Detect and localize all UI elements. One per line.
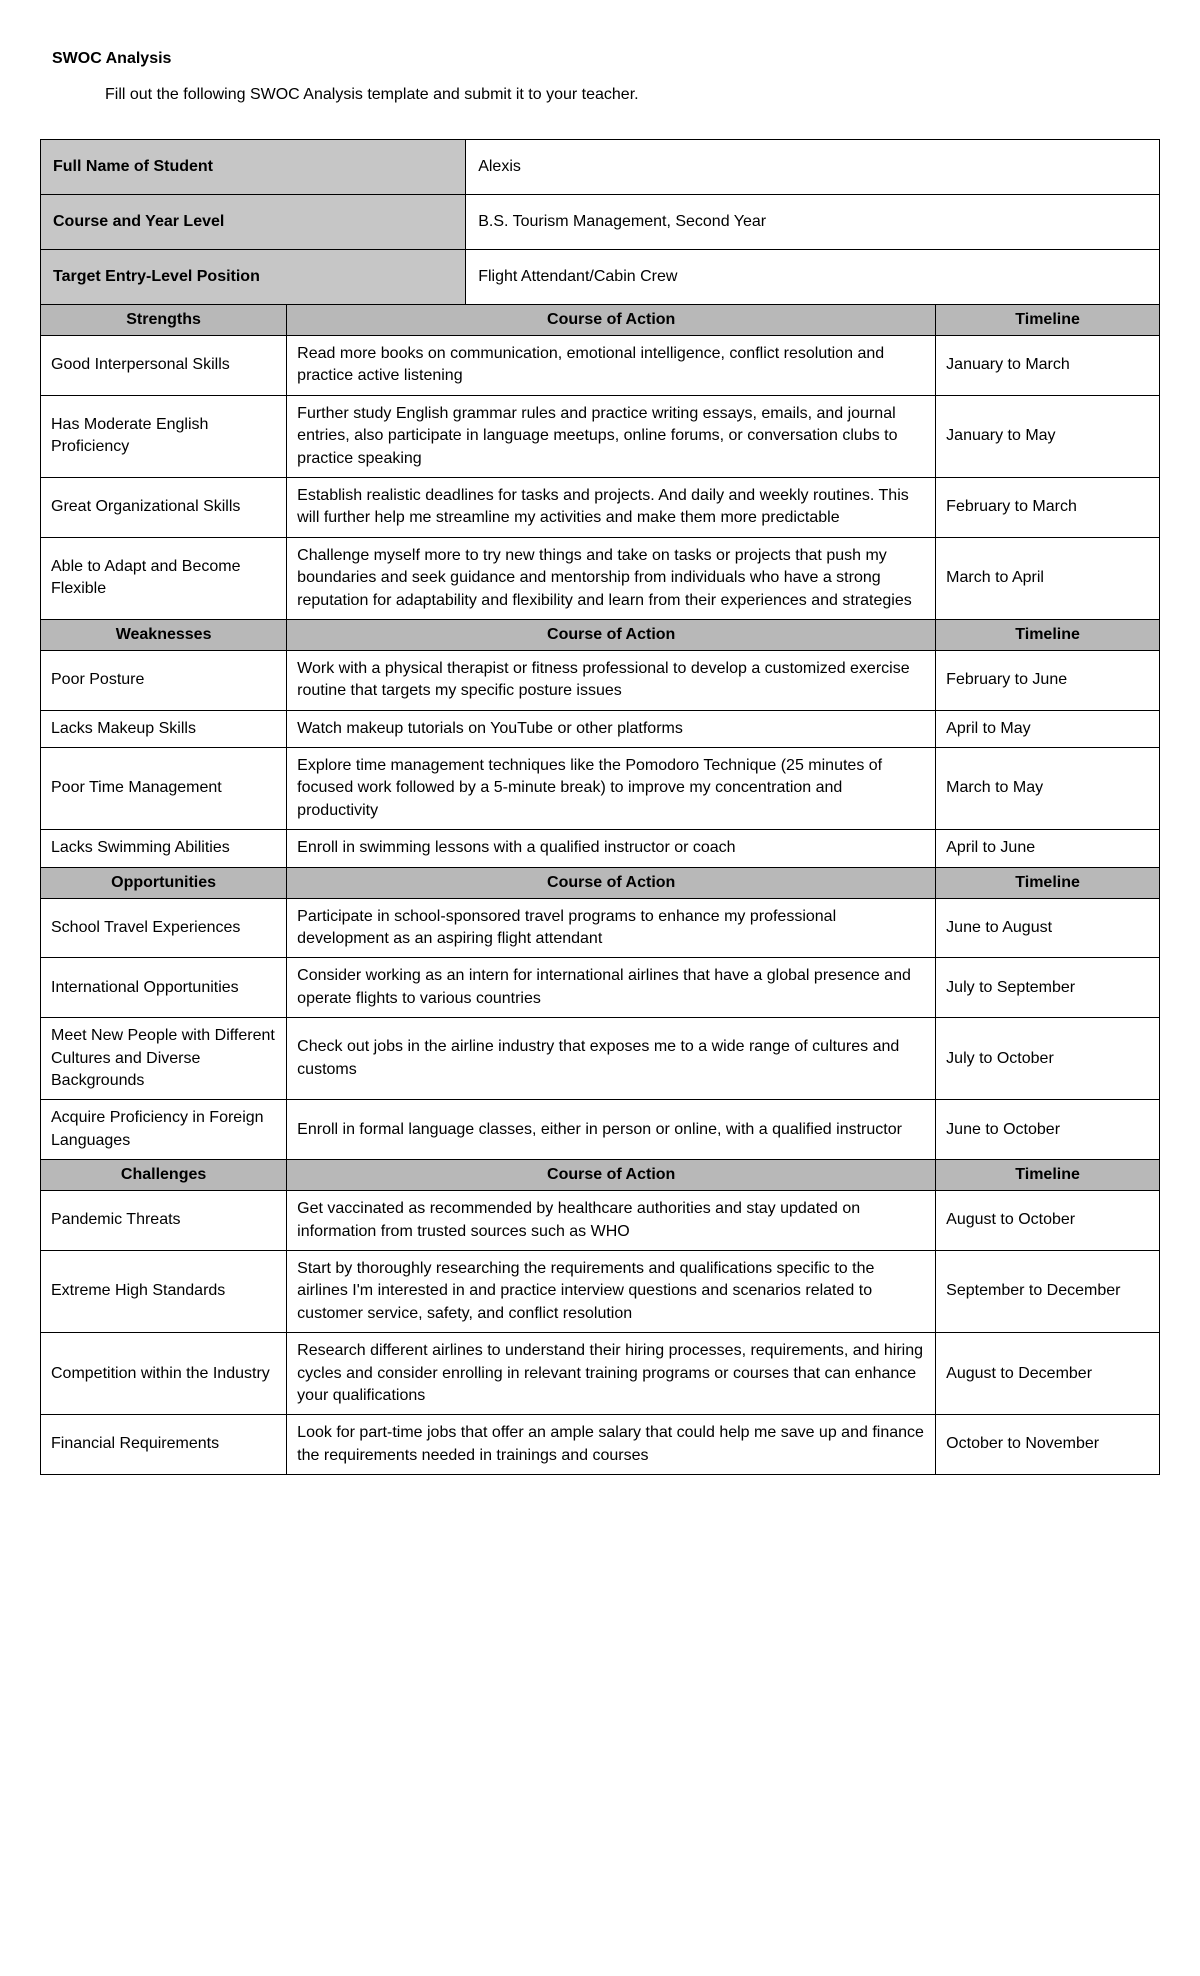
item-label: Poor Time Management <box>41 748 287 830</box>
info-row-target: Target Entry-Level Position Flight Atten… <box>41 250 1160 305</box>
timeline-col-header: Timeline <box>936 619 1160 650</box>
item-label: Lacks Swimming Abilities <box>41 830 287 867</box>
name-label: Full Name of Student <box>41 140 466 195</box>
item-action: Explore time management techniques like … <box>287 748 936 830</box>
action-col-header: Course of Action <box>287 867 936 898</box>
table-row: International Opportunities Consider wor… <box>41 958 1160 1018</box>
item-action: Participate in school-sponsored travel p… <box>287 898 936 958</box>
item-timeline: July to October <box>936 1018 1160 1100</box>
opportunities-header: Opportunities Course of Action Timeline <box>41 867 1160 898</box>
item-timeline: January to May <box>936 395 1160 477</box>
page-title: SWOC Analysis <box>52 50 1160 68</box>
item-label: Meet New People with Different Cultures … <box>41 1018 287 1100</box>
item-action: Work with a physical therapist or fitnes… <box>287 650 936 710</box>
item-action: Watch makeup tutorials on YouTube or oth… <box>287 710 936 747</box>
item-timeline: June to October <box>936 1100 1160 1160</box>
name-value: Alexis <box>466 140 1160 195</box>
table-row: Great Organizational Skills Establish re… <box>41 477 1160 537</box>
weaknesses-col-header: Weaknesses <box>41 619 287 650</box>
item-timeline: January to March <box>936 336 1160 396</box>
challenges-col-header: Challenges <box>41 1160 287 1191</box>
item-label: Extreme High Standards <box>41 1250 287 1332</box>
action-col-header: Course of Action <box>287 1160 936 1191</box>
item-action: Start by thoroughly researching the requ… <box>287 1250 936 1332</box>
item-label: International Opportunities <box>41 958 287 1018</box>
item-label: Financial Requirements <box>41 1415 287 1475</box>
item-label: Good Interpersonal Skills <box>41 336 287 396</box>
table-row: Good Interpersonal Skills Read more book… <box>41 336 1160 396</box>
item-timeline: February to June <box>936 650 1160 710</box>
item-label: School Travel Experiences <box>41 898 287 958</box>
item-action: Look for part-time jobs that offer an am… <box>287 1415 936 1475</box>
table-row: Meet New People with Different Cultures … <box>41 1018 1160 1100</box>
item-label: Great Organizational Skills <box>41 477 287 537</box>
table-row: Lacks Swimming Abilities Enroll in swimm… <box>41 830 1160 867</box>
item-action: Read more books on communication, emotio… <box>287 336 936 396</box>
table-row: Able to Adapt and Become Flexible Challe… <box>41 537 1160 619</box>
item-action: Get vaccinated as recommended by healthc… <box>287 1191 936 1251</box>
action-col-header: Course of Action <box>287 619 936 650</box>
item-timeline: August to December <box>936 1333 1160 1415</box>
item-label: Has Moderate English Proficiency <box>41 395 287 477</box>
weaknesses-header: Weaknesses Course of Action Timeline <box>41 619 1160 650</box>
table-row: Competition within the Industry Research… <box>41 1333 1160 1415</box>
table-row: Acquire Proficiency in Foreign Languages… <box>41 1100 1160 1160</box>
item-timeline: April to May <box>936 710 1160 747</box>
opportunities-col-header: Opportunities <box>41 867 287 898</box>
item-action: Research different airlines to understan… <box>287 1333 936 1415</box>
swoc-table: Full Name of Student Alexis Course and Y… <box>40 139 1160 1475</box>
target-value: Flight Attendant/Cabin Crew <box>466 250 1160 305</box>
item-label: Pandemic Threats <box>41 1191 287 1251</box>
course-label: Course and Year Level <box>41 195 466 250</box>
target-label: Target Entry-Level Position <box>41 250 466 305</box>
info-row-course: Course and Year Level B.S. Tourism Manag… <box>41 195 1160 250</box>
item-label: Able to Adapt and Become Flexible <box>41 537 287 619</box>
item-action: Check out jobs in the airline industry t… <box>287 1018 936 1100</box>
table-row: Poor Time Management Explore time manage… <box>41 748 1160 830</box>
item-timeline: October to November <box>936 1415 1160 1475</box>
timeline-col-header: Timeline <box>936 305 1160 336</box>
page-subtitle: Fill out the following SWOC Analysis tem… <box>105 86 1160 104</box>
table-row: Poor Posture Work with a physical therap… <box>41 650 1160 710</box>
item-label: Poor Posture <box>41 650 287 710</box>
strengths-col-header: Strengths <box>41 305 287 336</box>
item-timeline: February to March <box>936 477 1160 537</box>
table-row: Financial Requirements Look for part-tim… <box>41 1415 1160 1475</box>
item-label: Competition within the Industry <box>41 1333 287 1415</box>
item-action: Enroll in formal language classes, eithe… <box>287 1100 936 1160</box>
item-label: Lacks Makeup Skills <box>41 710 287 747</box>
item-timeline: March to May <box>936 748 1160 830</box>
item-action: Enroll in swimming lessons with a qualif… <box>287 830 936 867</box>
item-timeline: September to December <box>936 1250 1160 1332</box>
item-timeline: March to April <box>936 537 1160 619</box>
item-timeline: June to August <box>936 898 1160 958</box>
challenges-header: Challenges Course of Action Timeline <box>41 1160 1160 1191</box>
table-row: Lacks Makeup Skills Watch makeup tutoria… <box>41 710 1160 747</box>
item-action: Challenge myself more to try new things … <box>287 537 936 619</box>
table-row: School Travel Experiences Participate in… <box>41 898 1160 958</box>
item-timeline: July to September <box>936 958 1160 1018</box>
table-row: Has Moderate English Proficiency Further… <box>41 395 1160 477</box>
timeline-col-header: Timeline <box>936 1160 1160 1191</box>
item-timeline: August to October <box>936 1191 1160 1251</box>
item-action: Consider working as an intern for intern… <box>287 958 936 1018</box>
table-row: Extreme High Standards Start by thorough… <box>41 1250 1160 1332</box>
strengths-header: Strengths Course of Action Timeline <box>41 305 1160 336</box>
item-label: Acquire Proficiency in Foreign Languages <box>41 1100 287 1160</box>
table-row: Pandemic Threats Get vaccinated as recom… <box>41 1191 1160 1251</box>
timeline-col-header: Timeline <box>936 867 1160 898</box>
course-value: B.S. Tourism Management, Second Year <box>466 195 1160 250</box>
info-row-name: Full Name of Student Alexis <box>41 140 1160 195</box>
item-action: Further study English grammar rules and … <box>287 395 936 477</box>
item-timeline: April to June <box>936 830 1160 867</box>
item-action: Establish realistic deadlines for tasks … <box>287 477 936 537</box>
action-col-header: Course of Action <box>287 305 936 336</box>
